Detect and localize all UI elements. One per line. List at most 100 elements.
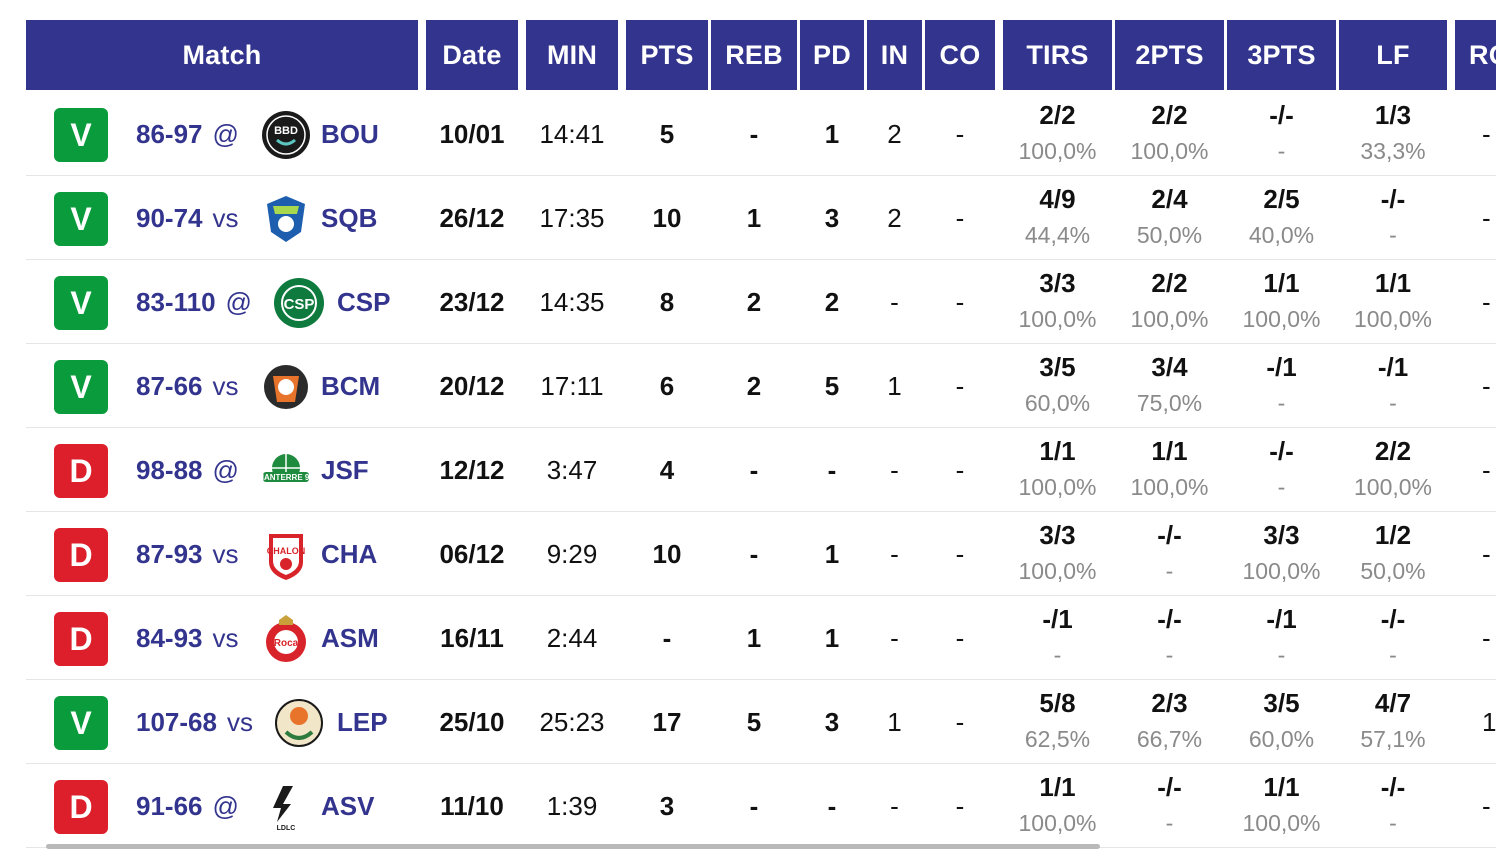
match-score: 86-97 bbox=[136, 118, 203, 149]
field-goals-pct: 60,0% bbox=[1024, 390, 1091, 416]
opponent-team-link[interactable]: CHA bbox=[321, 538, 378, 569]
free-throws-pct: 100,0% bbox=[1353, 306, 1432, 332]
rebounds: - bbox=[749, 118, 759, 149]
table-row[interactable]: V 87-66 vs BCM 20/12 17:11 6 2 5 1 - 3/5… bbox=[26, 344, 1496, 428]
bouloazac-logo-icon: BBD bbox=[262, 111, 310, 159]
minutes-played: 17:11 bbox=[540, 370, 604, 401]
free-throws: 4/7 57,1% bbox=[1339, 680, 1447, 764]
header-date[interactable]: Date bbox=[426, 20, 518, 90]
free-throws: -/- - bbox=[1339, 176, 1447, 260]
header-match[interactable]: Match bbox=[26, 20, 418, 90]
header-3pts[interactable]: 3PTS bbox=[1227, 20, 1336, 90]
header-tirs[interactable]: TIRS bbox=[1003, 20, 1112, 90]
opponent-team-link[interactable]: ASM bbox=[321, 622, 379, 653]
header-ro[interactable]: RO bbox=[1455, 20, 1496, 90]
two-pointers: 2/2 100,0% bbox=[1115, 260, 1224, 344]
match-score-link[interactable]: 91-66 @ bbox=[136, 764, 239, 848]
match-score-link[interactable]: 83-110 @ bbox=[136, 260, 252, 344]
table-row[interactable]: V 83-110 @ CSP CSP 23/12 14:35 8 2 2 - -… bbox=[26, 260, 1496, 344]
header-2pts[interactable]: 2PTS bbox=[1115, 20, 1224, 90]
three-pointers-pct: 100,0% bbox=[1242, 810, 1321, 836]
header-co[interactable]: CO bbox=[925, 20, 995, 90]
two-pointers-made: 2/3 bbox=[1151, 688, 1188, 718]
two-pointers: -/- - bbox=[1115, 764, 1224, 848]
result-badge: D bbox=[54, 444, 108, 498]
field-goals-made: -/1 bbox=[1042, 604, 1073, 634]
table-row[interactable]: D 87-93 vs CHALON CHA 06/12 9:29 10 - 1 … bbox=[26, 512, 1496, 596]
opponent-team-link[interactable]: BCM bbox=[321, 370, 381, 401]
match-score-link[interactable]: 86-97 @ bbox=[136, 92, 239, 176]
opponent-team-link[interactable]: LEP bbox=[337, 706, 388, 737]
opponent-team-link[interactable]: JSF bbox=[321, 454, 369, 485]
header-in[interactable]: IN bbox=[867, 20, 922, 90]
header-pd[interactable]: PD bbox=[800, 20, 864, 90]
table-row[interactable]: V 86-97 @ BBD BOU 10/01 14:41 5 - 1 2 - … bbox=[26, 92, 1496, 176]
blocks: - bbox=[955, 706, 965, 737]
minutes-played: 14:41 bbox=[539, 118, 605, 149]
two-pointers-pct: 66,7% bbox=[1136, 726, 1203, 752]
free-throws-made: 4/7 bbox=[1374, 688, 1412, 718]
field-goals-pct: 100,0% bbox=[1018, 810, 1097, 836]
venue-indicator: @ bbox=[212, 118, 239, 149]
field-goals-made: 3/3 bbox=[1039, 520, 1076, 550]
two-pointers-pct: 100,0% bbox=[1130, 138, 1209, 164]
two-pointers: 3/4 75,0% bbox=[1115, 344, 1224, 428]
header-min[interactable]: MIN bbox=[526, 20, 618, 90]
points: 5 bbox=[659, 118, 675, 149]
match-score-link[interactable]: 84-93 vs bbox=[136, 596, 239, 680]
horizontal-scrollbar[interactable] bbox=[46, 844, 1100, 849]
field-goals-made: 1/1 bbox=[1039, 772, 1076, 802]
field-goals-made: 5/8 bbox=[1039, 688, 1076, 718]
field-goals: 1/1 100,0% bbox=[1003, 764, 1112, 848]
three-pointers-pct: - bbox=[1277, 390, 1286, 416]
field-goals-pct: 100,0% bbox=[1018, 474, 1097, 500]
offensive-rebounds: - bbox=[1482, 286, 1491, 317]
minutes-played: 14:35 bbox=[539, 286, 605, 317]
field-goals: 3/3 100,0% bbox=[1003, 512, 1112, 596]
venue-indicator: @ bbox=[212, 454, 239, 485]
match-date: 10/01 bbox=[439, 118, 505, 149]
match-score-link[interactable]: 107-68 vs bbox=[136, 680, 253, 764]
three-pointers: 1/1 100,0% bbox=[1227, 260, 1336, 344]
table-row[interactable]: V 90-74 vs SQB 26/12 17:35 10 1 3 2 - 4/… bbox=[26, 176, 1496, 260]
header-lf[interactable]: LF bbox=[1339, 20, 1447, 90]
points: 6 bbox=[659, 370, 675, 401]
match-score: 87-66 bbox=[136, 370, 203, 401]
svg-text:LDLC: LDLC bbox=[277, 825, 296, 832]
opponent-team-link[interactable]: SQB bbox=[321, 202, 378, 233]
free-throws-pct: 50,0% bbox=[1360, 558, 1426, 584]
match-date: 12/12 bbox=[439, 454, 505, 485]
three-pointers-pct: 40,0% bbox=[1248, 222, 1315, 248]
points: 10 bbox=[652, 202, 682, 233]
three-pointers-pct: 60,0% bbox=[1248, 726, 1315, 752]
match-score-link[interactable]: 98-88 @ bbox=[136, 428, 239, 512]
header-pts[interactable]: PTS bbox=[626, 20, 708, 90]
match-score: 84-93 bbox=[136, 622, 203, 653]
table-row[interactable]: D 84-93 vs Roca ASM 16/11 2:44 - 1 1 - -… bbox=[26, 596, 1496, 680]
match-score-link[interactable]: 90-74 vs bbox=[136, 176, 239, 260]
two-pointers-made: 3/4 bbox=[1151, 352, 1188, 382]
field-goals: 5/8 62,5% bbox=[1003, 680, 1112, 764]
match-date: 11/10 bbox=[440, 790, 504, 821]
assists: - bbox=[827, 454, 837, 485]
points: 10 bbox=[652, 538, 682, 569]
svg-text:NANTERRE 92: NANTERRE 92 bbox=[259, 473, 313, 482]
match-score-link[interactable]: 87-93 vs bbox=[136, 512, 239, 596]
rebounds: 2 bbox=[746, 286, 762, 317]
table-row[interactable]: D 98-88 @ NANTERRE 92 JSF 12/12 3:47 4 -… bbox=[26, 428, 1496, 512]
two-pointers-made: 2/4 bbox=[1151, 184, 1188, 214]
opponent-team-link[interactable]: CSP bbox=[337, 286, 391, 317]
three-pointers-pct: 100,0% bbox=[1242, 306, 1321, 332]
three-pointers-made: 3/5 bbox=[1263, 688, 1300, 718]
two-pointers: -/- - bbox=[1115, 596, 1224, 680]
two-pointers: 2/4 50,0% bbox=[1115, 176, 1224, 260]
offensive-rebounds: - bbox=[1482, 454, 1491, 485]
match-score-link[interactable]: 87-66 vs bbox=[136, 344, 239, 428]
minutes-played: 17:35 bbox=[539, 202, 605, 233]
table-row[interactable]: D 91-66 @ LDLC ASV 11/10 1:39 3 - - - - … bbox=[26, 764, 1496, 848]
header-reb[interactable]: REB bbox=[711, 20, 797, 90]
opponent-team-link[interactable]: ASV bbox=[321, 790, 375, 821]
opponent-team-link[interactable]: BOU bbox=[321, 118, 379, 149]
table-row[interactable]: V 107-68 vs LEP 25/10 25:23 17 5 3 1 - 5… bbox=[26, 680, 1496, 764]
steals: - bbox=[890, 454, 899, 485]
